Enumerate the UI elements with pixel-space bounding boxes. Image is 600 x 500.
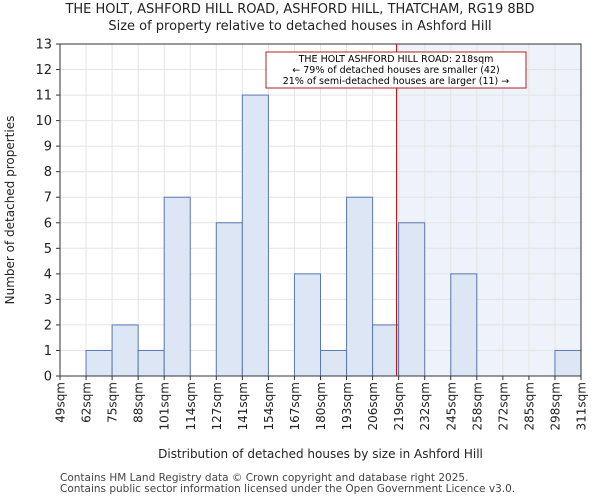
y-tick-label: 6 xyxy=(44,216,52,231)
x-tick-label: 49sqm xyxy=(54,382,68,423)
y-tick-label: 3 xyxy=(44,293,52,308)
histogram-bar xyxy=(450,273,478,377)
x-tick-label: 272sqm xyxy=(496,382,510,430)
x-tick-label: 167sqm xyxy=(288,382,302,430)
x-tick-label: 75sqm xyxy=(106,382,120,423)
x-tick-label: 258sqm xyxy=(470,382,484,430)
y-tick-label: 0 xyxy=(44,370,52,385)
y-tick-label: 8 xyxy=(44,165,52,180)
marker-annotation: THE HOLT ASHFORD HILL ROAD: 218sqm ← 79%… xyxy=(265,51,527,89)
x-tick-label: 141sqm xyxy=(236,382,250,430)
histogram-bar xyxy=(372,324,400,377)
histogram-bar xyxy=(346,196,374,377)
y-tick-label: 5 xyxy=(44,242,52,257)
x-tick-label: 88sqm xyxy=(132,382,146,423)
y-tick-label: 7 xyxy=(44,191,52,206)
x-tick-label: 298sqm xyxy=(548,382,562,430)
annotation-line-1: THE HOLT ASHFORD HILL ROAD: 218sqm xyxy=(298,54,494,65)
x-tick-label: 206sqm xyxy=(366,382,380,430)
y-tick-label: 13 xyxy=(35,38,52,53)
x-tick-label: 180sqm xyxy=(314,382,328,430)
x-tick-label: 232sqm xyxy=(418,382,432,430)
x-tick-label: 245sqm xyxy=(444,382,458,430)
histogram-bar xyxy=(137,349,165,377)
larger-region-shade xyxy=(396,44,581,376)
y-tick-label: 12 xyxy=(35,63,52,78)
x-tick-label: 62sqm xyxy=(80,382,94,423)
x-tick-label: 154sqm xyxy=(262,382,276,430)
y-tick-label: 10 xyxy=(35,114,52,129)
histogram-bar xyxy=(241,94,269,377)
x-axis-label: Distribution of detached houses by size … xyxy=(158,447,483,461)
histogram-bar xyxy=(85,349,113,377)
histogram-bar xyxy=(215,222,243,377)
histogram-bar xyxy=(554,349,582,377)
x-tick-label: 285sqm xyxy=(522,382,536,430)
footer-copyright: Contains HM Land Registry data © Crown c… xyxy=(60,472,469,484)
footer-licence: Contains public sector information licen… xyxy=(60,483,516,495)
chart-title: THE HOLT, ASHFORD HILL ROAD, ASHFORD HIL… xyxy=(65,2,535,17)
chart-subtitle: Size of property relative to detached ho… xyxy=(108,19,492,34)
histogram-bar xyxy=(398,222,426,377)
annotation-line-3: 21% of semi-detached houses are larger (… xyxy=(283,76,510,87)
histogram-bar xyxy=(293,273,322,377)
histogram-bar xyxy=(320,349,348,377)
x-tick-label: 193sqm xyxy=(340,382,354,430)
y-tick-label: 2 xyxy=(44,318,52,333)
histogram-bar xyxy=(111,324,139,377)
y-tick-label: 4 xyxy=(44,267,52,282)
y-tick-label: 1 xyxy=(44,344,52,359)
x-tick-label: 101sqm xyxy=(158,382,172,430)
annotation-box xyxy=(265,51,527,89)
x-tick-label: 311sqm xyxy=(575,382,589,430)
y-axis-label: Number of detached properties xyxy=(3,116,17,305)
x-tick-label: 114sqm xyxy=(184,382,198,430)
x-tick-label: 219sqm xyxy=(392,382,406,430)
histogram-bar xyxy=(163,196,191,377)
y-tick-label: 11 xyxy=(35,89,52,104)
annotation-line-2: ← 79% of detached houses are smaller (42… xyxy=(292,65,499,76)
y-tick-label: 9 xyxy=(44,140,52,155)
x-tick-label: 127sqm xyxy=(210,382,224,430)
